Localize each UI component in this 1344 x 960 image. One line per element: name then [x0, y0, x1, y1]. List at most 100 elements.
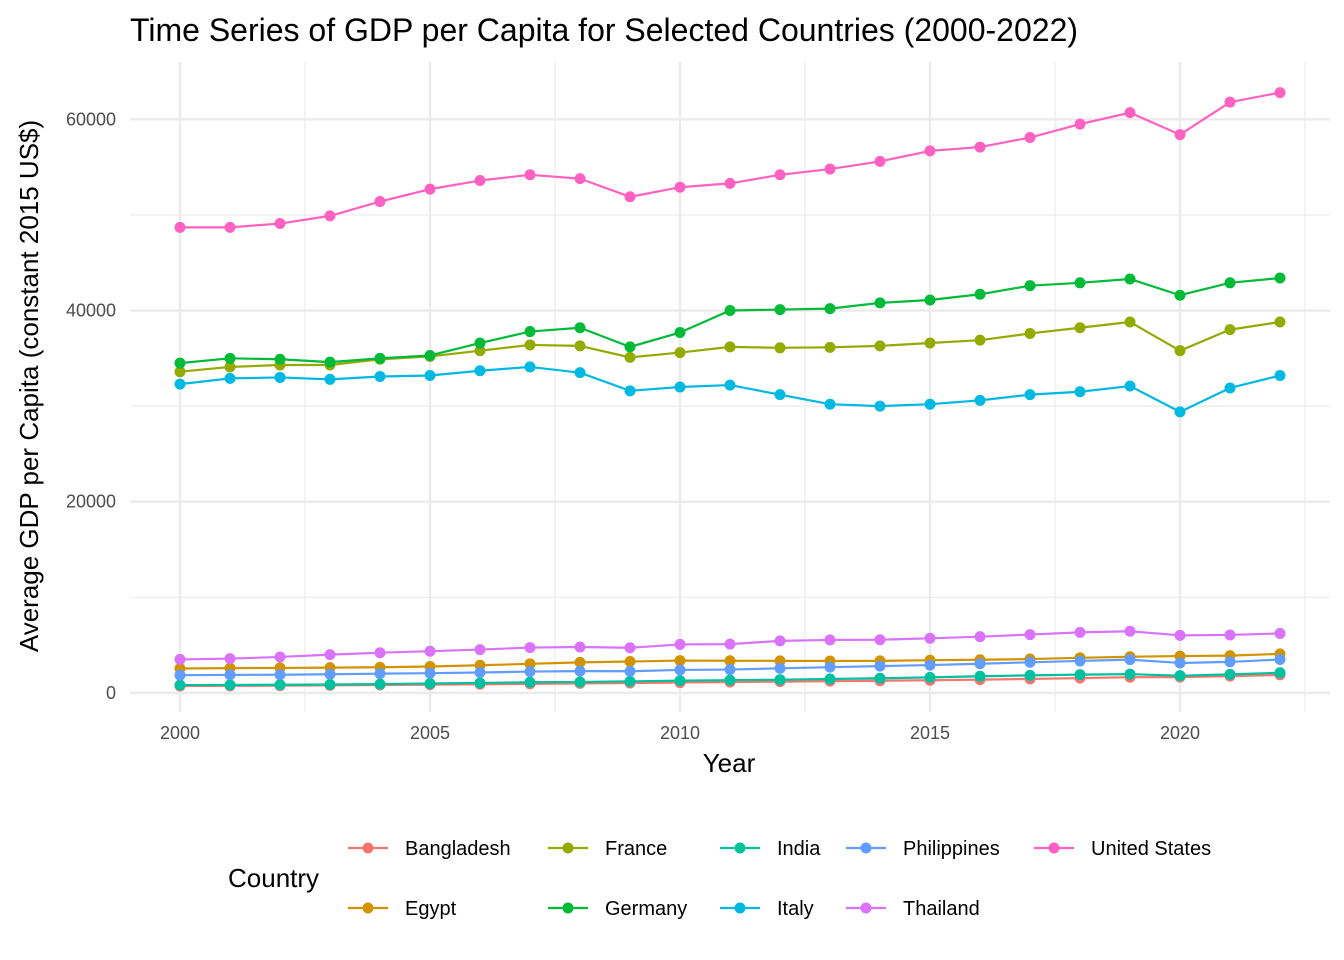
legend: Country Bangladesh Egypt France Germany Indi… — [228, 838, 1211, 920]
data-point-thailand — [724, 638, 736, 650]
data-point-italy — [1124, 380, 1136, 392]
data-point-italy — [1224, 382, 1236, 394]
data-point-france — [824, 341, 836, 353]
legend-label-united-states: United States — [1091, 838, 1211, 860]
data-point-germany — [1174, 289, 1186, 301]
data-point-thailand — [1224, 629, 1236, 641]
data-point-france — [1274, 316, 1286, 328]
data-point-germany — [574, 322, 586, 334]
x-tick-label: 2000 — [160, 723, 200, 743]
data-point-italy — [874, 400, 886, 412]
data-point-thailand — [274, 651, 286, 663]
data-point-united-states — [224, 221, 236, 233]
data-point-philippines — [1224, 656, 1236, 668]
data-point-germany — [1024, 280, 1036, 292]
data-point-philippines — [524, 666, 536, 678]
data-point-italy — [524, 361, 536, 373]
data-point-philippines — [574, 665, 586, 677]
data-point-thailand — [224, 653, 236, 665]
data-point-philippines — [374, 668, 386, 680]
legend-label-india: India — [777, 838, 821, 860]
data-point-italy — [224, 372, 236, 384]
data-point-italy — [1174, 406, 1186, 418]
data-point-thailand — [824, 634, 836, 646]
data-point-italy — [924, 398, 936, 410]
data-point-philippines — [874, 660, 886, 672]
data-point-france — [1024, 327, 1036, 339]
data-point-india — [324, 678, 336, 690]
data-point-india — [574, 676, 586, 688]
data-point-thailand — [324, 649, 336, 661]
data-point-france — [524, 339, 536, 351]
data-point-united-states — [924, 145, 936, 157]
data-point-italy — [624, 385, 636, 397]
data-point-thailand — [974, 631, 986, 643]
data-point-philippines — [924, 659, 936, 671]
data-point-united-states — [574, 173, 586, 185]
chart-title: Time Series of GDP per Capita for Select… — [130, 12, 1078, 48]
y-axis-title: Average GDP per Capita (constant 2015 US… — [14, 120, 44, 652]
data-point-philippines — [1274, 654, 1286, 666]
data-point-india — [474, 677, 486, 689]
data-point-india — [974, 670, 986, 682]
data-point-italy — [324, 373, 336, 385]
data-point-germany — [524, 326, 536, 338]
data-point-france — [224, 361, 236, 373]
data-point-united-states — [1224, 96, 1236, 108]
data-point-india — [274, 679, 286, 691]
data-point-germany — [974, 288, 986, 300]
data-point-united-states — [824, 163, 836, 175]
data-point-thailand — [174, 653, 186, 665]
data-point-philippines — [824, 661, 836, 673]
data-point-egypt — [624, 656, 636, 668]
grid — [130, 62, 1330, 712]
data-point-united-states — [1174, 129, 1186, 141]
data-point-france — [1174, 345, 1186, 357]
data-point-france — [974, 334, 986, 346]
y-tick-label: 0 — [106, 683, 116, 703]
data-point-united-states — [424, 183, 436, 195]
y-tick-label: 40000 — [66, 301, 116, 321]
data-point-philippines — [274, 669, 286, 681]
data-point-india — [724, 674, 736, 686]
data-point-united-states — [1274, 87, 1286, 99]
data-point-india — [1024, 669, 1036, 681]
data-point-italy — [574, 367, 586, 379]
data-point-united-states — [1074, 118, 1086, 130]
legend-marker-egypt — [362, 902, 374, 914]
data-point-italy — [674, 381, 686, 393]
legend-label-philippines: Philippines — [903, 838, 1000, 860]
data-point-germany — [1124, 273, 1136, 285]
data-point-philippines — [174, 669, 186, 681]
data-point-united-states — [674, 181, 686, 193]
data-point-united-states — [524, 169, 536, 181]
data-point-thailand — [624, 642, 636, 654]
data-point-india — [424, 678, 436, 690]
data-point-thailand — [774, 635, 786, 647]
data-point-germany — [374, 352, 386, 364]
data-point-united-states — [474, 175, 486, 187]
data-point-germany — [624, 341, 636, 353]
legend-label-egypt: Egypt — [405, 898, 457, 920]
data-point-thailand — [474, 644, 486, 656]
data-point-france — [1224, 324, 1236, 336]
data-point-italy — [974, 394, 986, 406]
data-point-philippines — [774, 662, 786, 674]
legend-marker-philippines — [860, 842, 872, 854]
data-point-philippines — [1074, 655, 1086, 667]
data-point-philippines — [224, 669, 236, 681]
data-point-germany — [724, 305, 736, 317]
data-point-india — [924, 671, 936, 683]
x-tick-label: 2015 — [910, 723, 950, 743]
data-point-germany — [1224, 277, 1236, 289]
data-point-italy — [424, 370, 436, 382]
data-point-france — [174, 366, 186, 378]
series-group — [174, 87, 1286, 692]
data-point-thailand — [924, 632, 936, 644]
data-point-india — [374, 678, 386, 690]
data-point-india — [1224, 668, 1236, 680]
data-point-united-states — [174, 221, 186, 233]
data-point-france — [724, 341, 736, 353]
data-point-india — [674, 675, 686, 687]
